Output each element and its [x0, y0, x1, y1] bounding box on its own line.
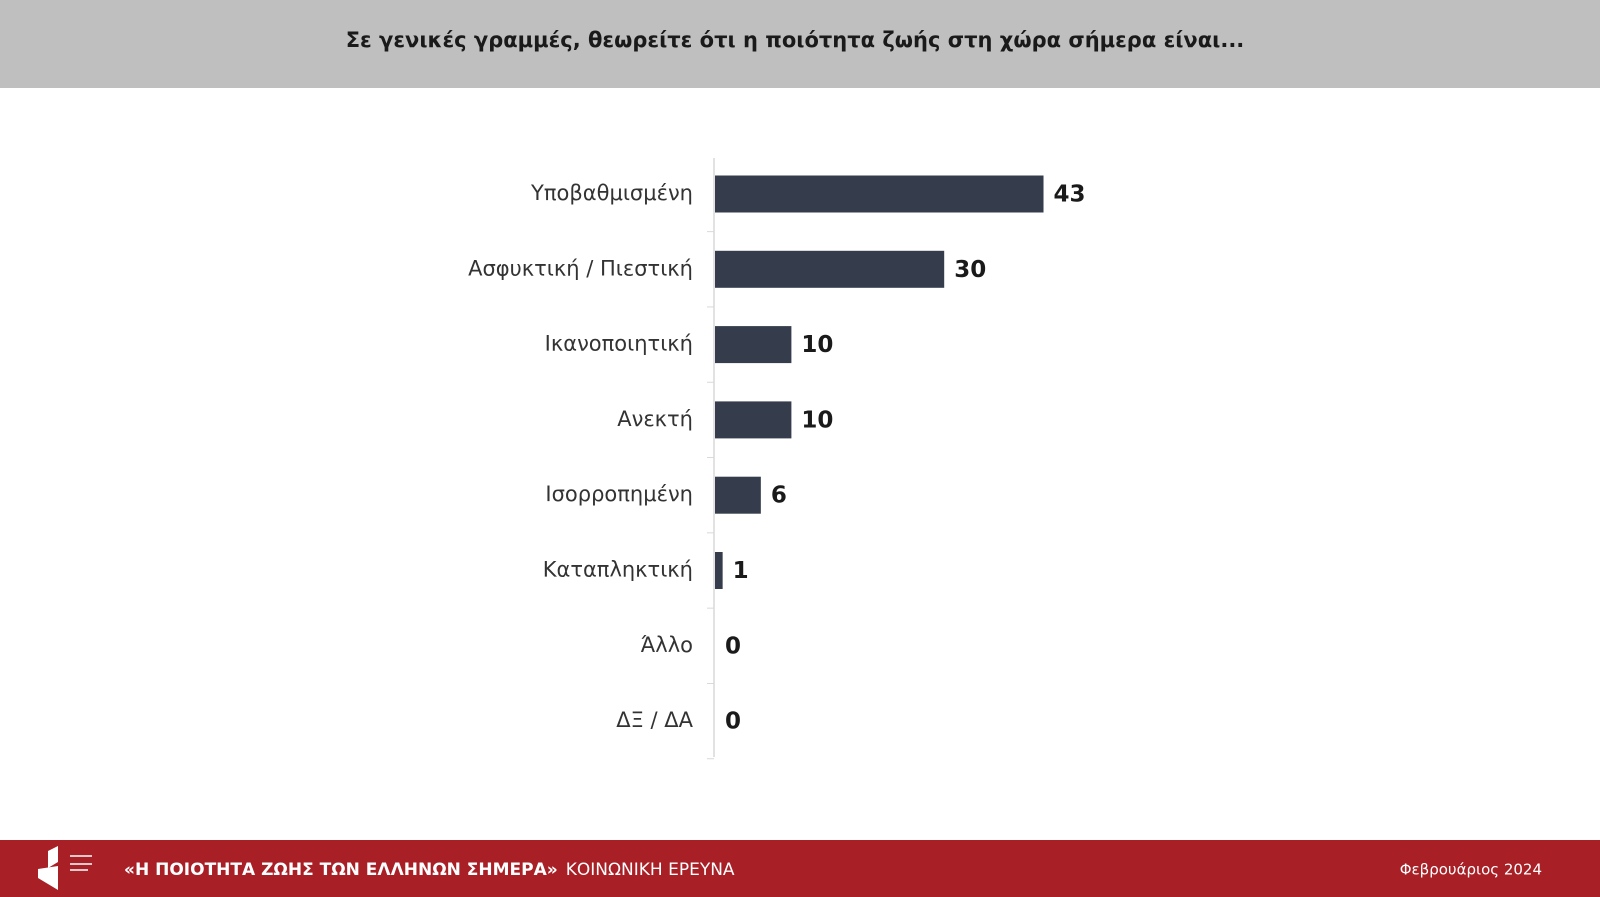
bar — [715, 552, 723, 589]
value-label: 1 — [733, 558, 749, 584]
value-label: 10 — [801, 332, 833, 358]
category-label: Ανεκτή — [617, 407, 693, 431]
value-label: 30 — [954, 257, 986, 283]
chart-title: Σε γενικές γραμμές, θεωρείτε ότι η ποιότ… — [346, 28, 1245, 52]
logo — [38, 846, 92, 890]
value-label: 0 — [725, 709, 741, 735]
footer-title: «Η ΠΟΙΟΤΗΤΑ ΖΩΗΣ ΤΩΝ ΕΛΛΗΝΩΝ ΣΗΜΕΡΑ» — [124, 860, 558, 880]
value-label: 0 — [725, 633, 741, 659]
bar — [715, 401, 792, 439]
header-band — [0, 0, 1600, 88]
bar — [715, 175, 1044, 213]
footer-date: Φεβρουάριος 2024 — [1400, 861, 1542, 879]
footer-subtitle: ΚΟΙΝΩΝΙΚΗ ΕΡΕΥΝΑ — [566, 860, 735, 880]
value-label: 6 — [771, 483, 787, 509]
bar — [715, 476, 761, 514]
footer-text: «Η ΠΟΙΟΤΗΤΑ ΖΩΗΣ ΤΩΝ ΕΛΛΗΝΩΝ ΣΗΜΕΡΑ» ΚΟΙΝ… — [124, 860, 735, 880]
category-label: Άλλο — [641, 633, 693, 657]
category-label: Ασφυκτική / Πιεστική — [468, 256, 693, 280]
category-label: Καταπληκτική — [543, 558, 693, 582]
value-label: 43 — [1054, 182, 1086, 208]
bar — [715, 326, 792, 364]
value-label: 10 — [801, 407, 833, 433]
category-label: Ικανοποιητική — [545, 332, 693, 356]
category-label: Ισορροπημένη — [545, 482, 693, 506]
footer-band — [0, 840, 1600, 897]
category-label: Υποβαθμισμένη — [530, 181, 693, 205]
category-label: ΔΞ / ΔΑ — [616, 708, 693, 732]
bar — [715, 250, 945, 288]
